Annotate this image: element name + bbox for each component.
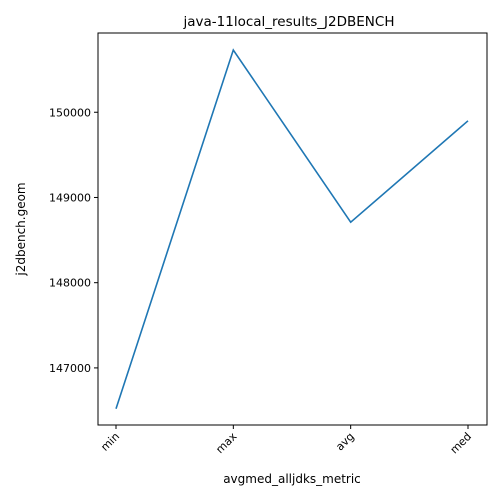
y-tick-label: 148000 — [49, 277, 91, 290]
chart-title: java-11local_results_J2DBENCH — [183, 14, 395, 30]
x-axis-label: avgmed_alljdks_metric — [223, 472, 361, 486]
plot-frame — [97, 32, 488, 426]
x-tick-label: min — [98, 430, 122, 454]
x-tick-label: avg — [333, 430, 357, 454]
y-tick-label: 149000 — [49, 191, 91, 204]
x-axis: min max avg med — [98, 425, 474, 456]
y-axis-label: j2dbench.geom — [14, 182, 28, 276]
y-tick-label: 147000 — [49, 362, 91, 375]
x-tick-label: max — [213, 430, 239, 456]
y-tick-label: 150000 — [49, 106, 91, 119]
y-axis: 147000 148000 149000 150000 — [49, 106, 98, 375]
x-tick-label: med — [448, 430, 474, 456]
series-line — [115, 48, 469, 410]
